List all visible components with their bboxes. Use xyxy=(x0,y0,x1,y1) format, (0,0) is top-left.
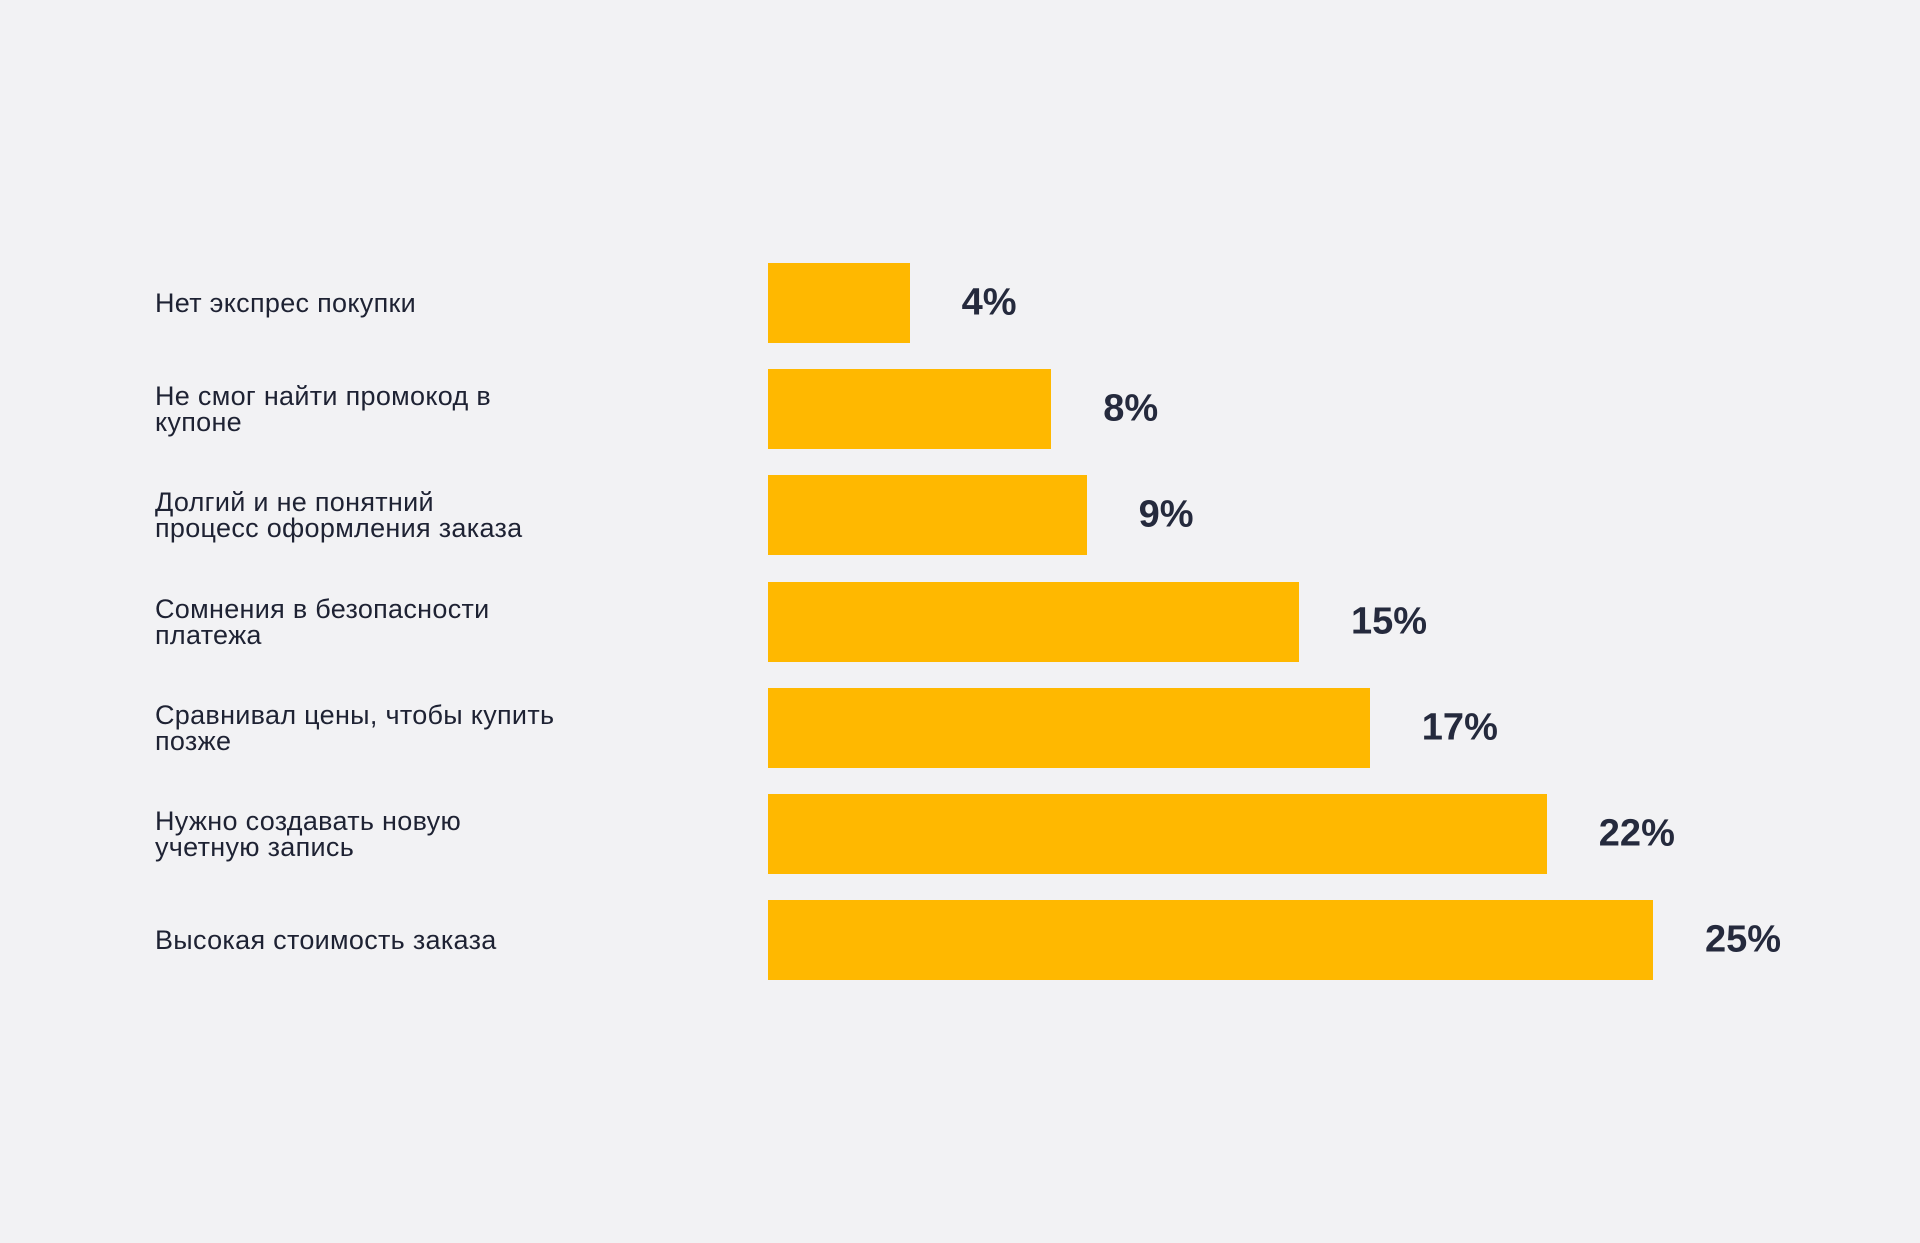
bar xyxy=(768,687,1370,768)
value-label: 25% xyxy=(1705,918,1782,961)
bar xyxy=(768,263,910,343)
value-label: 17% xyxy=(1421,706,1498,749)
value-label: 22% xyxy=(1598,812,1675,855)
bar xyxy=(768,794,1547,874)
value-label: 8% xyxy=(1103,387,1159,430)
category-label: Высокая стоимость заказа xyxy=(155,925,497,956)
category-label: Сомнения в безопасности платежа xyxy=(155,593,490,650)
bar xyxy=(768,475,1087,556)
category-label: Нужно создавать новую учетную запись xyxy=(155,806,461,862)
value-label: 4% xyxy=(961,281,1017,324)
bar xyxy=(768,369,1052,450)
category-label: Не смог найти промокод в купоне xyxy=(155,381,491,438)
category-label: Сравнивал цены, чтобы купить позже xyxy=(155,699,555,756)
bar xyxy=(768,900,1653,981)
bar xyxy=(768,581,1299,662)
category-label: Нет экспрес покупки xyxy=(155,288,417,318)
value-label: 15% xyxy=(1351,600,1428,643)
category-label: Долгий и не понятний процесс оформления … xyxy=(155,487,523,544)
value-label: 9% xyxy=(1138,493,1194,536)
